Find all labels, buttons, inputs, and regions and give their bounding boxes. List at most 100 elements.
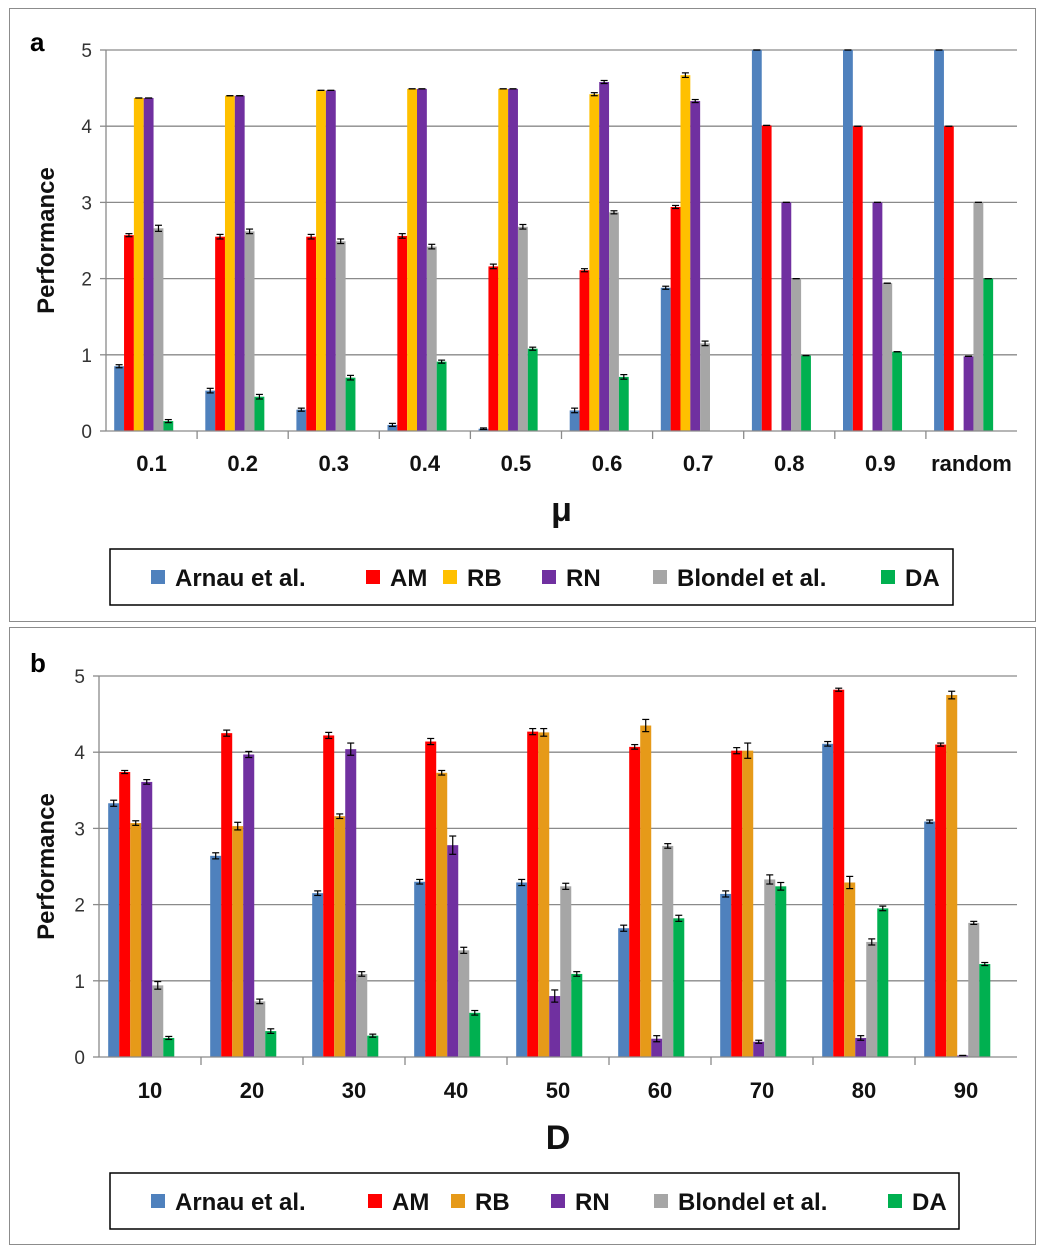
error-bar [620,374,628,380]
bar-blondel-et-al-60 [662,845,674,1057]
bar-rn-0.8 [781,202,792,431]
bar-rn-60 [651,1038,663,1057]
y-tick-label: 1 [74,972,85,993]
x-tick-label: 90 [954,1078,978,1103]
bar-da-10 [163,1037,175,1057]
bar-arnau-et-al-0.4 [387,424,398,431]
bar-rn-20 [243,754,255,1057]
bar-am-0.3 [306,236,317,431]
bar-blondel-et-al-50 [560,886,572,1057]
bar-am-0.6 [579,270,590,431]
bar-rn-80 [855,1037,867,1057]
legend-swatch [366,570,380,584]
bar-am-0.2 [215,236,225,431]
error-bar [165,1035,173,1041]
error-bar [267,1028,275,1034]
error-bar [307,233,315,240]
bar-arnau-et-al-0.9 [842,50,853,431]
bar-blondel-et-al-0.1 [153,228,164,431]
error-bar [642,718,650,733]
error-bar [369,1033,377,1038]
error-bar [981,961,989,967]
bar-blondel-et-al-70 [764,879,776,1057]
bar-da-0.1 [163,421,174,431]
x-tick-label: 0.9 [865,451,896,476]
error-bar [388,422,396,428]
error-bar [662,285,670,290]
x-tick-label: 70 [750,1078,774,1103]
legend-label: DA [912,1189,947,1216]
bar-arnau-et-al-30 [312,893,324,1057]
y-axis-label-b: Performance [33,793,60,940]
bar-blondel-et-al-80 [866,941,878,1057]
bar-da-0.3 [345,377,356,431]
error-bar [132,820,140,826]
panel-a-label: a [30,27,45,57]
error-bar [529,727,537,736]
x-tick-label: 0.8 [774,451,805,476]
bar-rn-90 [957,1055,969,1057]
legend-a: Arnau et al. AM RB RN Blondel et al. DA [109,548,954,606]
bar-arnau-et-al-20 [210,855,222,1057]
bar-am-30 [323,735,335,1057]
bar-arnau-et-al-80 [822,743,834,1057]
bar-am-70 [731,750,743,1057]
error-bar [325,731,333,740]
bar-am-50 [527,731,539,1057]
bar-blondel-et-al-0.5 [517,226,528,431]
x-tick-label: 0.1 [136,451,167,476]
bar-da-random [983,278,994,431]
x-tick-label: 30 [342,1078,366,1103]
legend-swatch [151,570,165,584]
bar-rn-0.6 [599,82,610,431]
bar-rb-0.4 [407,88,418,431]
bar-rb-50 [538,732,550,1057]
error-bar [744,742,752,759]
bar-da-0.8 [801,355,811,431]
bar-blondel-et-al-90 [968,922,980,1057]
bar-arnau-et-al-70 [720,893,732,1057]
error-bar [427,737,435,746]
error-bar [610,210,618,215]
legend-box [109,548,954,606]
error-bar [573,971,581,977]
bar-am-90 [935,744,947,1057]
error-bar [691,98,699,104]
bar-blondel-et-al-0.2 [244,231,255,431]
error-bar [672,204,680,210]
error-bar [216,233,224,240]
bar-am-0.4 [397,235,408,431]
error-bar [121,769,129,775]
bar-da-90 [979,964,991,1057]
error-bar [777,881,785,891]
bar-am-10 [119,772,131,1057]
x-tick-label: 10 [138,1078,162,1103]
error-bar [115,364,123,369]
error-bar [835,687,843,692]
bar-blondel-et-al-random [973,202,984,431]
bar-arnau-et-al-random [934,50,944,431]
legend-label: DA [905,565,940,592]
legend-label: RN [575,1189,610,1216]
bar-am-0.9 [852,126,863,431]
error-bar [297,407,305,412]
error-bar [245,750,253,759]
legend-swatch [368,1194,382,1208]
bar-arnau-et-al-0.3 [296,409,307,431]
bar-arnau-et-al-40 [414,881,426,1057]
y-tick-label: 4 [81,117,92,138]
error-bar [766,874,774,885]
bar-rn-30 [345,749,357,1057]
legend-swatch [443,570,457,584]
error-bar [722,890,730,898]
error-bar [347,742,355,756]
bar-arnau-et-al-0.6 [569,410,580,431]
bar-am-0.8 [761,125,772,432]
chart-b-svg: b 0 1 2 3 4 5 10 20 30 40 50 60 70 80 90 Performance D… [30,648,1017,1230]
x-tick-label: 0.4 [410,451,441,476]
bar-blondel-et-al-0.4 [426,246,437,431]
error-bar [631,743,639,750]
x-axis-label-b: D [546,1119,571,1157]
legend-swatch [151,1194,165,1208]
error-bar [223,729,231,737]
